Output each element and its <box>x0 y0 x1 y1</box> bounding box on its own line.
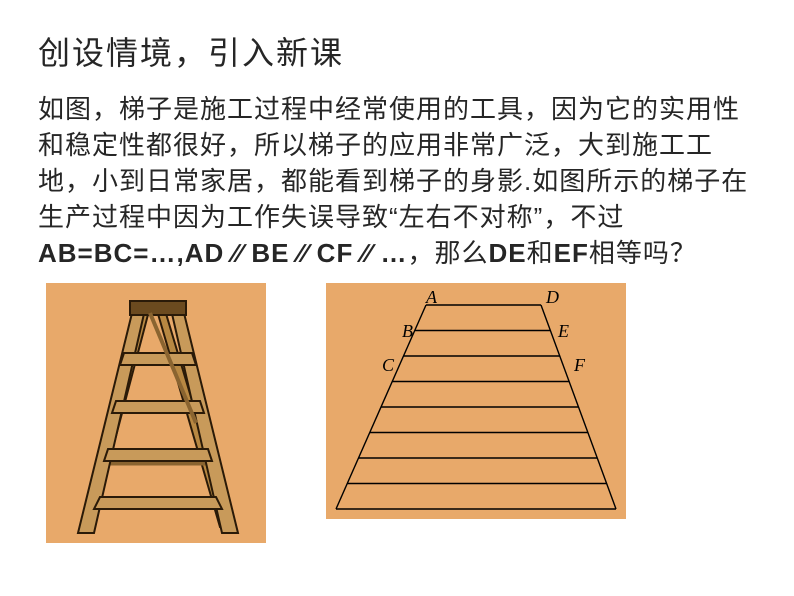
parallel-symbol: ∕∕ <box>298 238 317 268</box>
equation: DE <box>489 238 527 268</box>
equation: … <box>380 238 407 268</box>
slide: 创设情境，引入新课 如图，梯子是施工过程中经常使用的工具，因为它的实用性和稳定性… <box>0 0 794 543</box>
text-segment: ，那么 <box>407 238 488 268</box>
parallel-symbol: ∕∕ <box>232 238 251 268</box>
text-segment: 如图，梯子是施工过程中经常使用的工具，因为它的实用性和稳定性都很好，所以梯子的应… <box>38 94 748 232</box>
equation: EF <box>554 238 589 268</box>
equation: CF <box>317 238 362 268</box>
image-row: A D B E C F <box>38 283 756 543</box>
slide-title: 创设情境，引入新课 <box>38 28 756 74</box>
diagram-point-b: B <box>402 321 413 342</box>
diagram-svg <box>326 283 626 519</box>
equation: BE <box>251 238 297 268</box>
diagram-point-a: A <box>426 287 437 308</box>
diagram-point-d: D <box>546 287 559 308</box>
equation: AB=BC=…,AD <box>38 238 232 268</box>
ladder-diagram: A D B E C F <box>326 283 626 519</box>
diagram-point-c: C <box>382 355 394 376</box>
diagram-point-f: F <box>574 355 585 376</box>
text-segment: 相等吗？ <box>589 238 697 268</box>
text-segment: 和 <box>527 238 554 268</box>
parallel-symbol: ∕∕ <box>362 238 381 268</box>
problem-text: 如图，梯子是施工过程中经常使用的工具，因为它的实用性和稳定性都很好，所以梯子的应… <box>38 92 756 271</box>
ladder-photo <box>46 283 266 543</box>
diagram-point-e: E <box>558 321 569 342</box>
ladder-svg <box>46 283 266 543</box>
